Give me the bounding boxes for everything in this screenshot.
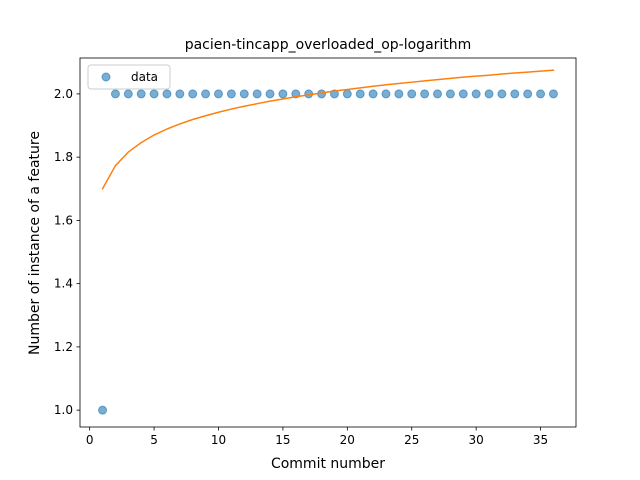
data-point (510, 89, 520, 99)
data-point (188, 89, 198, 99)
data-point (445, 89, 455, 99)
fit-line (101, 69, 555, 190)
y-tick-label: 1.0 (54, 403, 73, 417)
data-point (252, 89, 262, 99)
data-point (355, 89, 365, 99)
data-point (368, 89, 378, 99)
data-point (239, 89, 249, 99)
y-tick-label: 1.2 (54, 340, 73, 354)
data-point (523, 89, 533, 99)
x-tick-label: 5 (150, 433, 158, 447)
data-point (433, 89, 443, 99)
plot-area: 0 5 10 15 20 25 30 35 1.0 1.2 1.4 1.6 1.8 2.0 (54, 57, 577, 447)
data-point (342, 89, 352, 99)
x-axis-label: Commit number (271, 456, 385, 472)
legend-label: data (131, 70, 158, 84)
data-point (175, 89, 185, 99)
data-point (536, 89, 546, 99)
y-tick-label: 1.8 (54, 150, 73, 164)
data-point (548, 89, 558, 99)
data-point (381, 89, 391, 99)
data-point (407, 89, 417, 99)
data-point (201, 89, 211, 99)
data-point (394, 89, 404, 99)
data-point (213, 89, 223, 99)
x-tick-label: 0 (86, 433, 94, 447)
legend: data (87, 64, 171, 90)
data-point (98, 405, 108, 415)
x-tick-label: 15 (275, 433, 290, 447)
axes-frame (79, 57, 577, 428)
data-point (484, 89, 494, 99)
data-point (458, 89, 468, 99)
y-tick-label: 2.0 (54, 87, 73, 101)
x-tick-label: 35 (533, 433, 548, 447)
data-point (149, 89, 159, 99)
legend-box (87, 64, 171, 90)
y-axis-label: Number of instance of a feature (27, 131, 43, 355)
legend-marker (101, 72, 111, 82)
y-tick-label: 1.4 (54, 277, 73, 291)
x-tick-label: 20 (340, 433, 355, 447)
data-point (278, 89, 288, 99)
data-point (123, 89, 133, 99)
data-point (226, 89, 236, 99)
x-tick-label: 30 (469, 433, 484, 447)
data-point (136, 89, 146, 99)
x-tick-label: 10 (211, 433, 226, 447)
data-point (471, 89, 481, 99)
data-point (497, 89, 507, 99)
data-point (162, 89, 172, 99)
data-point (110, 89, 120, 99)
chart-title: pacien-tincapp_overloaded_op-logarithm (185, 37, 472, 53)
data-point (265, 89, 275, 99)
y-tick-label: 1.6 (54, 213, 73, 227)
x-tick-label: 25 (404, 433, 419, 447)
data-point (420, 89, 430, 99)
